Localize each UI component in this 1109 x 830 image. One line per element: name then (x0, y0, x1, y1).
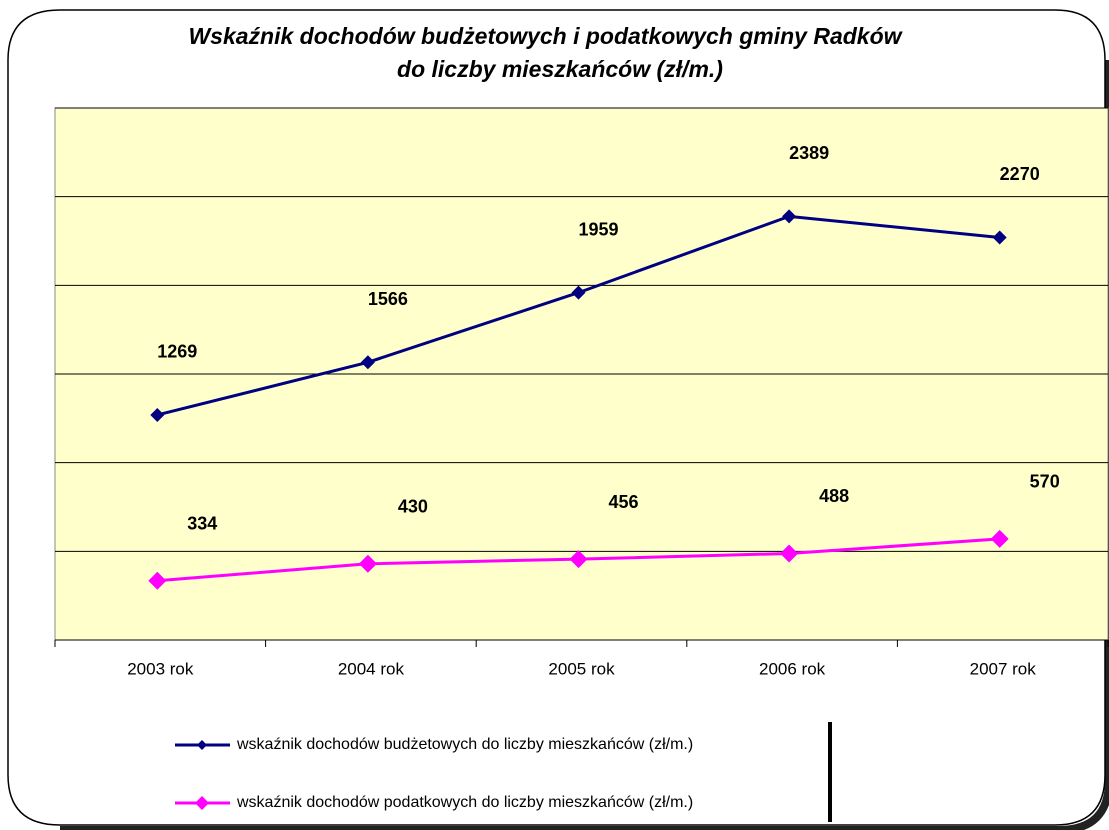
data-label: 456 (608, 492, 638, 512)
legend-marker (195, 796, 209, 810)
chart-title: Wskaźnik dochodów budżetowych i podatkow… (188, 23, 903, 49)
marker (992, 230, 1007, 245)
marker (358, 554, 377, 573)
data-label: 488 (819, 486, 849, 506)
legend-label: wskaźnik dochodów podatkowych do liczby … (236, 794, 693, 811)
data-label: 570 (1030, 472, 1060, 492)
x-tick-label: 2004 rok (338, 659, 405, 678)
marker (780, 544, 799, 563)
marker (569, 550, 588, 569)
data-label: 334 (187, 514, 217, 534)
chart-title: do liczby mieszkańców (zł/m.) (397, 56, 723, 82)
data-label: 430 (398, 496, 428, 516)
marker (148, 571, 167, 590)
data-label: 1269 (157, 342, 197, 362)
data-label: 2389 (789, 143, 829, 163)
x-tick-label: 2005 rok (548, 659, 615, 678)
x-tick-label: 2007 rok (970, 659, 1037, 678)
data-label: 1959 (578, 219, 618, 239)
x-tick-label: 2006 rok (759, 659, 826, 678)
marker (150, 407, 165, 422)
data-label: 1566 (368, 289, 408, 309)
legend-marker (197, 740, 207, 750)
marker (782, 209, 797, 224)
legend-label: wskaźnik dochodów budżetowych do liczby … (236, 736, 693, 753)
marker (571, 285, 586, 300)
data-label: 2270 (1000, 164, 1040, 184)
x-tick-label: 2003 rok (127, 659, 194, 678)
marker (360, 355, 375, 370)
marker (990, 529, 1009, 548)
